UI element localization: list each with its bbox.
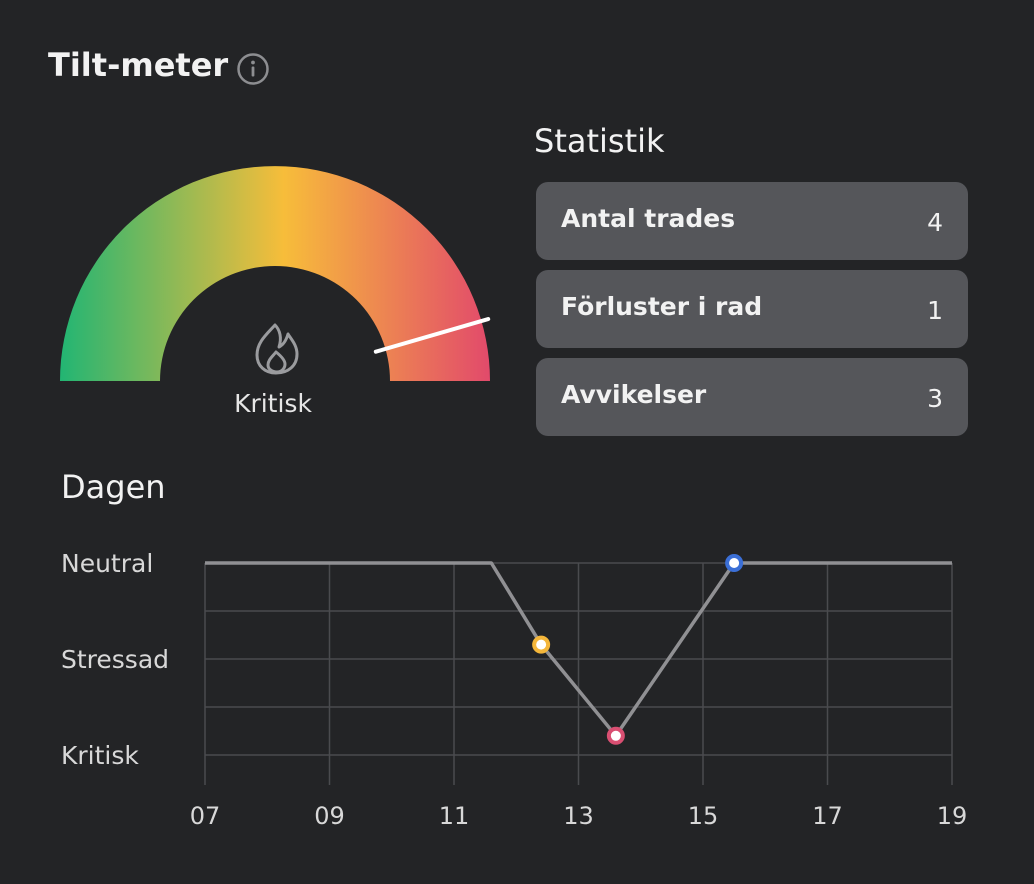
chart-x-labels: 07 09 11 13 15 17 19: [190, 802, 968, 830]
x-tick-label: 17: [812, 802, 843, 830]
tilt-gauge: [60, 166, 491, 381]
gauge-status-label: Kritisk: [234, 389, 312, 418]
info-icon[interactable]: [236, 52, 270, 86]
stats-title: Statistik: [534, 122, 665, 160]
y-tick-label: Kritisk: [61, 741, 139, 770]
flame-icon: [255, 323, 299, 375]
stat-label: Förluster i rad: [561, 292, 763, 321]
stat-row-losses: Förluster i rad 1: [536, 270, 968, 348]
x-tick-label: 11: [439, 802, 470, 830]
x-tick-label: 07: [190, 802, 221, 830]
chart-grid: [204, 562, 953, 785]
page-title: Tilt-meter: [48, 46, 229, 84]
stat-value: 3: [927, 384, 943, 413]
gauge-needle: [373, 317, 491, 354]
stat-label: Avvikelser: [561, 380, 707, 409]
chart-markers: [532, 554, 744, 745]
data-point: [725, 554, 744, 572]
stat-value: 4: [927, 208, 943, 237]
stat-value: 1: [927, 296, 943, 325]
stat-label: Antal trades: [561, 204, 736, 233]
y-tick-label: Stressad: [61, 645, 169, 674]
x-tick-label: 09: [314, 802, 345, 830]
data-point: [606, 726, 625, 745]
series-line: [205, 561, 952, 738]
gauge-arc: [60, 166, 490, 381]
stat-row-deviations: Avvikelser 3: [536, 358, 968, 436]
stat-row-trades: Antal trades 4: [536, 182, 968, 260]
y-tick-label: Neutral: [61, 549, 153, 578]
x-tick-label: 13: [563, 802, 594, 830]
data-point: [532, 635, 551, 654]
x-tick-label: 19: [937, 802, 968, 830]
x-tick-label: 15: [688, 802, 719, 830]
day-title: Dagen: [61, 468, 166, 506]
chart-y-labels: Neutral Stressad Kritisk: [61, 549, 169, 770]
